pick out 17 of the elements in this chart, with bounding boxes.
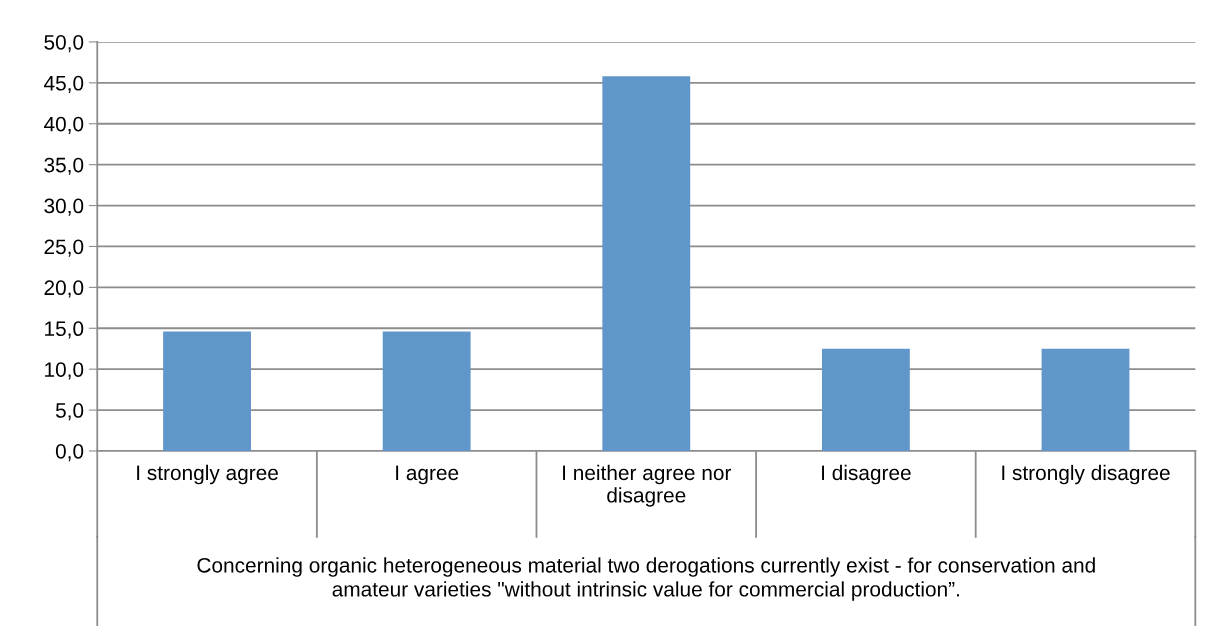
y-tick-label: 40,0 bbox=[43, 116, 84, 134]
y-tick-label: 35,0 bbox=[44, 157, 84, 175]
y-tick-label: 45,0 bbox=[43, 75, 84, 94]
y-tick-label: 25,0 bbox=[44, 239, 84, 257]
y-tick-label: 50,0 bbox=[44, 34, 84, 53]
y-tick-label: 10,0 bbox=[45, 362, 84, 380]
x-tick-label: I neither agree nor disagree bbox=[563, 464, 732, 507]
x-axis-title: Concerning organic heterogeneous material two derogations currently exist - for conservation and amateur varieties "without intrinsic value for commercial production”. bbox=[197, 557, 1095, 601]
y-tick-label: 0,0 bbox=[55, 443, 84, 462]
x-tick-label: I strongly agree bbox=[137, 464, 278, 485]
x-tick-label: I strongly disagree bbox=[1002, 464, 1170, 485]
x-tick-label: I agree bbox=[396, 465, 459, 485]
x-tick-label: I disagree bbox=[822, 464, 911, 485]
y-tick-label: 30,0 bbox=[44, 198, 84, 216]
y-tick-label: 15,0 bbox=[45, 321, 84, 339]
y-tick-label: 20,0 bbox=[44, 280, 84, 298]
y-tick-label: 5,0 bbox=[55, 403, 84, 421]
